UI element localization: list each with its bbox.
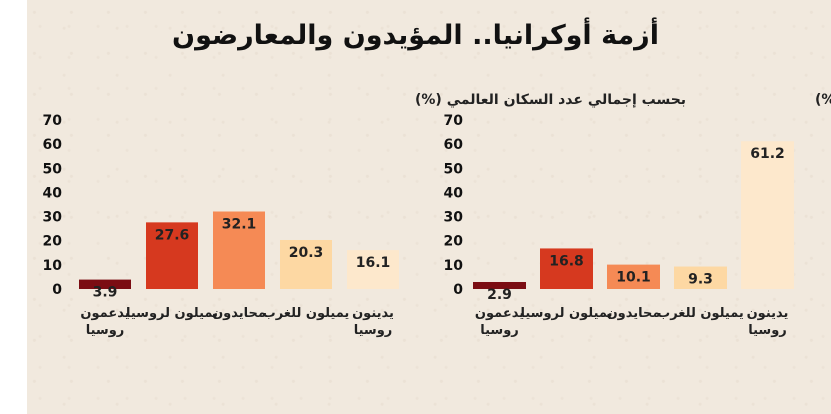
- chart-1-subtitle: بحسب إجمالي عدد السكان العالمي (%): [415, 92, 686, 108]
- chart-1-category-label: يميلون لروسيا: [126, 306, 218, 321]
- chart-1-bar: [347, 250, 399, 289]
- chart-1-category-label: روسيا: [86, 323, 125, 338]
- chart-2-y-tick: 20: [444, 234, 464, 250]
- chart-1-y-tick: 40: [43, 185, 63, 201]
- chart-2-subtitle: بحسب إجمالي الدخل المحلي العالمي (%): [815, 92, 831, 108]
- chart-2-bar: [607, 264, 660, 289]
- chart-2-y-tick: 60: [444, 137, 464, 153]
- page-title: أزمة أوكرانيا.. المؤيدون والمعارضون: [172, 20, 659, 51]
- chart-2-y-tick: 10: [444, 258, 464, 274]
- chart-2-category-label: محايدون: [607, 306, 661, 321]
- chart-1-category-label: يميلون للغرب: [263, 306, 350, 321]
- chart-2-value-label: 2.9: [487, 287, 512, 303]
- chart-1-category-label: يدعمون: [80, 306, 129, 321]
- chart-1-value-label: 32.1: [222, 217, 257, 233]
- chart-1-category-label: روسيا: [354, 323, 393, 338]
- chart-1-value-label: 20.3: [289, 245, 324, 261]
- infographic-background: [27, 0, 831, 414]
- chart-2-bar: [674, 266, 727, 289]
- chart-1-bar: [79, 279, 131, 289]
- chart-1-y-tick: 20: [43, 234, 63, 250]
- chart-1-category-label: محايدون: [212, 306, 266, 321]
- chart-1-value-label: 16.1: [356, 255, 391, 271]
- chart-2-bar: [473, 281, 526, 289]
- chart-1-bar: [146, 222, 198, 289]
- chart-2-value-label: 10.1: [616, 270, 651, 286]
- chart-2-y-tick: 0: [453, 282, 463, 298]
- chart-2-category-label: روسيا: [748, 323, 787, 338]
- chart-2-y-tick: 50: [444, 161, 464, 177]
- chart-2-value-label: 9.3: [688, 272, 713, 288]
- chart-2-category-label: روسيا: [480, 323, 519, 338]
- chart-1-y-tick: 60: [43, 137, 63, 153]
- chart-2-category-label: يدينون: [747, 306, 789, 321]
- chart-1-y-tick: 10: [43, 258, 63, 274]
- chart-2-category-label: يميلون لروسيا: [520, 306, 612, 321]
- chart-1-y-tick: 30: [43, 210, 63, 226]
- chart-1-category-label: يدينون: [352, 306, 394, 321]
- chart-2-category-label: يدعمون: [475, 306, 524, 321]
- chart-2-value-label: 16.8: [549, 253, 584, 269]
- chart-1-value-label: 27.6: [155, 227, 190, 243]
- chart-2-bar: [540, 248, 593, 289]
- chart-1-y-tick: 50: [43, 161, 63, 177]
- chart-1-value-label: 3.9: [93, 285, 118, 301]
- chart-1-bar: [280, 239, 332, 289]
- chart-2-y-tick: 30: [444, 210, 464, 226]
- chart-1-y-tick: 70: [43, 113, 63, 129]
- chart-2-y-tick: 70: [444, 113, 464, 129]
- chart-1-y-tick: 0: [52, 282, 62, 298]
- chart-2-value-label: 61.2: [750, 146, 785, 162]
- chart-2-y-tick: 40: [444, 185, 464, 201]
- chart-1-bar: [213, 211, 265, 289]
- chart-2-category-label: يميلون للغرب: [657, 306, 744, 321]
- chart-2-bar: [741, 141, 794, 289]
